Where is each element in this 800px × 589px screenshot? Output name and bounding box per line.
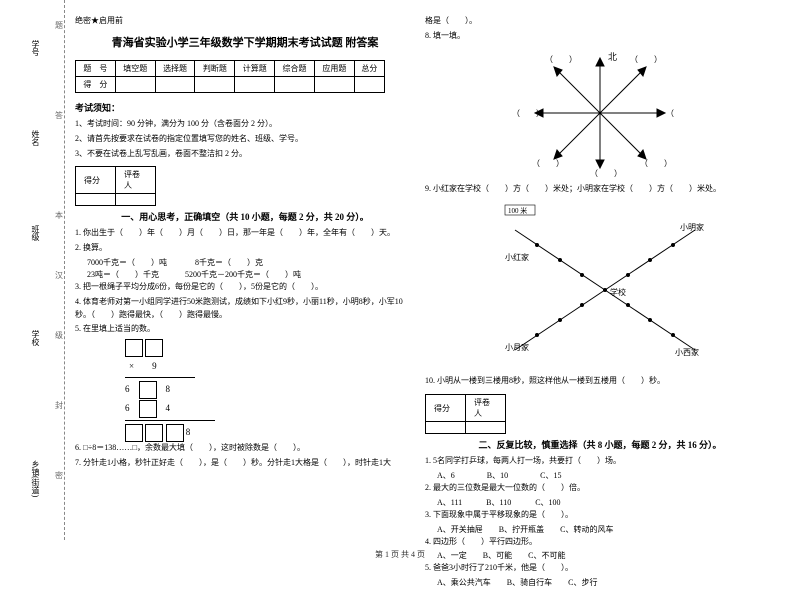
seal-char: 答 bbox=[55, 110, 63, 121]
field-town: 乡镇(街道) bbox=[30, 460, 41, 497]
secret-label: 绝密★启用前 bbox=[75, 15, 415, 26]
th: 题 号 bbox=[76, 61, 116, 77]
q9: 9. 小红家在学校（ ）方（ ）米处；小明家在学校（ ）方（ ）米处。 bbox=[425, 183, 775, 196]
binding-margin: 学号 姓名 班级 学校 乡镇(街道) 题 答 本 汉 级 封 密 bbox=[0, 0, 65, 540]
td: 得 分 bbox=[76, 77, 116, 93]
score-label: 得分 bbox=[76, 167, 116, 194]
multiplication-work: × 9 6 8 6 4 8 bbox=[75, 338, 415, 442]
svg-text:小明家: 小明家 bbox=[680, 222, 704, 232]
q8: 8. 填一填。 bbox=[425, 30, 775, 43]
th: 选择题 bbox=[155, 61, 195, 77]
grader-label: 评卷人 bbox=[116, 167, 156, 194]
s2q2: 2. 最大的三位数是最大一位数的（ ）倍。 bbox=[425, 482, 775, 495]
section2-title: 二、反复比较，慎重选择（共 8 小题，每题 2 分，共 16 分）。 bbox=[425, 438, 775, 451]
s2q3c: A、开关抽屉 B、拧开瓶盖 C、转动的风车 bbox=[425, 524, 775, 536]
field-id: 学号 bbox=[30, 40, 41, 56]
svg-text:学校: 学校 bbox=[610, 287, 626, 297]
s2q2c: A、111 B、110 C、100 bbox=[425, 497, 775, 509]
svg-text:小月家: 小月家 bbox=[505, 342, 529, 352]
section1-title: 一、用心思考，正确填空（共 10 小题，每题 2 分，共 20 分）。 bbox=[75, 210, 415, 223]
digit-box bbox=[139, 381, 157, 399]
right-column: 格是（ ）。 8. 填一填。 北 （ ） （ ） （ ） （ ） bbox=[425, 15, 775, 545]
svg-text:（ ）: （ ） bbox=[630, 55, 662, 64]
th: 填空题 bbox=[115, 61, 155, 77]
field-class: 班级 bbox=[30, 225, 41, 241]
th: 总分 bbox=[354, 61, 384, 77]
svg-text:（ ）: （ ） bbox=[532, 159, 564, 168]
svg-text:（ ）: （ ） bbox=[590, 169, 622, 178]
page-footer: 第 1 页 共 4 页 bbox=[0, 549, 800, 560]
exam-title: 青海省实验小学三年级数学下学期期末考试试题 附答案 bbox=[75, 34, 415, 50]
seal-char: 本 bbox=[55, 210, 63, 221]
q10: 10. 小明从一楼到三楼用8秒，照这样他从一楼到五楼用（ ）秒。 bbox=[425, 375, 775, 388]
map-svg: 100 米 小明家 小红家 学校 小月家 小西家 bbox=[475, 200, 725, 370]
north-label: 北 bbox=[608, 52, 617, 62]
seal-char: 汉 bbox=[55, 270, 63, 281]
q5: 5. 在里填上适当的数。 bbox=[75, 323, 415, 336]
notice-item: 3、不要在试卷上乱写乱画，卷面不整洁扣 2 分。 bbox=[75, 148, 415, 161]
q7-cont: 格是（ ）。 bbox=[425, 15, 775, 28]
map-diagram: 100 米 小明家 小红家 学校 小月家 小西家 bbox=[475, 200, 725, 370]
digit-box bbox=[166, 424, 184, 442]
digit-box bbox=[125, 339, 143, 357]
compass-svg: 北 （ ） （ ） （ ） （ ） （ ） （ ） （ ） bbox=[510, 48, 690, 178]
q2: 2. 换算。 bbox=[75, 242, 415, 255]
field-name: 姓名 bbox=[30, 130, 41, 146]
s2q5c: A、乘公共汽车 B、骑自行车 C、步行 bbox=[425, 577, 775, 589]
section-score-box-2: 得分 评卷人 bbox=[425, 394, 506, 434]
digit-box bbox=[145, 339, 163, 357]
svg-text:（ ）: （ ） bbox=[640, 159, 672, 168]
s2q1: 1. 5名同学打乒球，每两人打一场，共要打（ ）场。 bbox=[425, 455, 775, 468]
seal-char: 封 bbox=[55, 400, 63, 411]
notice-title: 考试须知： bbox=[75, 101, 415, 114]
q3: 3. 把一根绳子平均分成6份，每份是它的（ ），5份是它的（ ）。 bbox=[75, 281, 415, 294]
section-score-box: 得分 评卷人 bbox=[75, 166, 156, 206]
grader-label: 评卷人 bbox=[466, 395, 506, 422]
notice-item: 2、请首先按要求在试卷的指定位置填写您的姓名、班级、学号。 bbox=[75, 133, 415, 146]
svg-text:（ ）: （ ） bbox=[545, 55, 577, 64]
field-school: 学校 bbox=[30, 330, 41, 346]
q2a-text: 7000千克＝（ ）吨 bbox=[87, 258, 167, 267]
q4: 4. 体育老师对第一小组同学进行50米跑测试，成绩如下小红9秒，小丽11秒，小明… bbox=[75, 296, 415, 322]
q7: 7. 分针走1小格，秒针正好走（ ），是（ ）秒。分针走1大格是（ ），时针走1… bbox=[75, 457, 415, 470]
s2q4: 4. 四边形（ ）平行四边形。 bbox=[425, 536, 775, 549]
s2q3: 3. 下面现象中属于平移现象的是（ ）。 bbox=[425, 509, 775, 522]
svg-text:（ ）: （ ） bbox=[666, 109, 690, 118]
score-summary-table: 题 号 填空题 选择题 判断题 计算题 综合题 应用题 总分 得 分 bbox=[75, 60, 385, 93]
th: 计算题 bbox=[235, 61, 275, 77]
s2q5: 5. 爸爸3小时行了210千米，他是（ ）。 bbox=[425, 562, 775, 575]
th: 应用题 bbox=[314, 61, 354, 77]
svg-text:（ ）: （ ） bbox=[512, 109, 544, 118]
th: 判断题 bbox=[195, 61, 235, 77]
q2d-text: 5200千克－200千克＝（ ）吨 bbox=[185, 270, 301, 279]
seal-char: 题 bbox=[55, 20, 63, 31]
svg-text:小红家: 小红家 bbox=[505, 252, 529, 262]
digit-box bbox=[125, 424, 143, 442]
left-column: 绝密★启用前 青海省实验小学三年级数学下学期期末考试试题 附答案 题 号 填空题… bbox=[75, 15, 415, 545]
digit-box bbox=[145, 424, 163, 442]
seal-char: 级 bbox=[55, 330, 63, 341]
table-row: 得 分 bbox=[76, 77, 385, 93]
seal-char: 密 bbox=[55, 470, 63, 481]
q2a: 7000千克＝（ ）吨 8千克＝（ ）克 bbox=[75, 257, 415, 269]
svg-text:小西家: 小西家 bbox=[675, 347, 699, 357]
q2b-text: 8千克＝（ ）克 bbox=[195, 258, 263, 267]
s2q1c: A、6 B、10 C、15 bbox=[425, 470, 775, 482]
table-row: 题 号 填空题 选择题 判断题 计算题 综合题 应用题 总分 bbox=[76, 61, 385, 77]
svg-text:100 米: 100 米 bbox=[508, 206, 527, 215]
q2c: 23吨＝（ ）千克 5200千克－200千克＝（ ）吨 bbox=[75, 269, 415, 281]
q2c-text: 23吨＝（ ）千克 bbox=[87, 270, 159, 279]
th: 综合题 bbox=[275, 61, 315, 77]
q1: 1. 你出生于（ ）年（ ）月（ ）日，那一年是（ ）年，全年有（ ）天。 bbox=[75, 227, 415, 240]
q6: 6. □÷8＝138……□，余数最大填（ ），这时被除数是（ ）。 bbox=[75, 442, 415, 455]
score-label: 得分 bbox=[426, 395, 466, 422]
compass-diagram: 北 （ ） （ ） （ ） （ ） （ ） （ ） （ ） bbox=[510, 48, 690, 178]
digit-box bbox=[139, 400, 157, 418]
notice-item: 1、考试时间：90 分钟，满分为 100 分（含卷面分 2 分）。 bbox=[75, 118, 415, 131]
